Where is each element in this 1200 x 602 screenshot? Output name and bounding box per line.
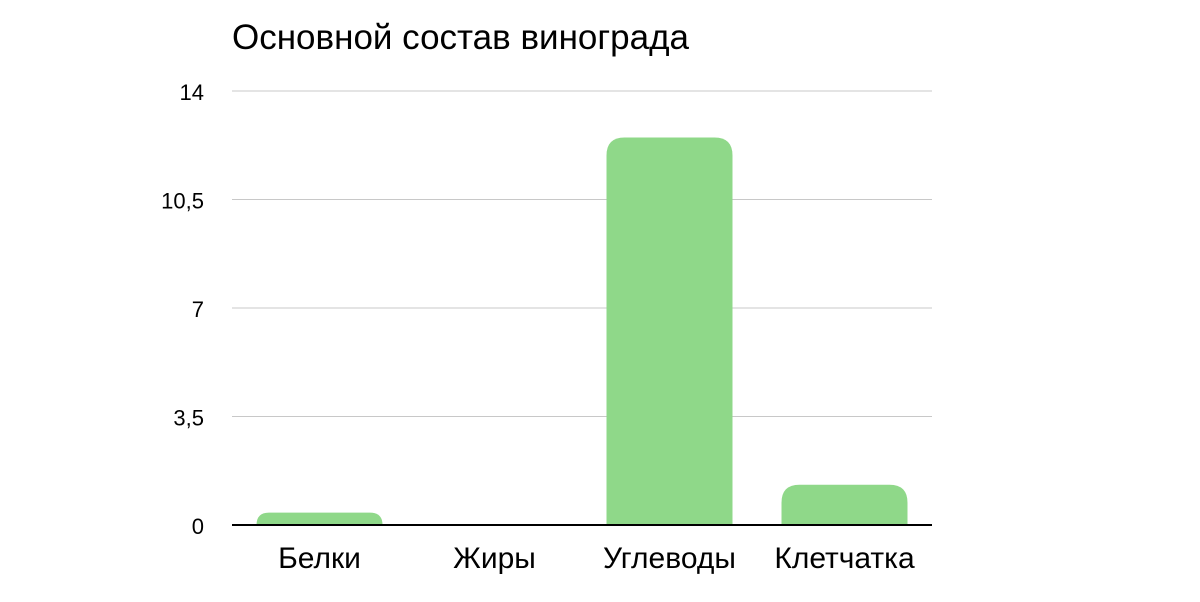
bar-0 (256, 512, 383, 525)
x-tick-label: Жиры (453, 542, 536, 575)
bars (256, 137, 908, 525)
grid-lines (232, 90, 932, 417)
y-tick-labels: 0 3,5 7 10,5 14 (161, 80, 204, 539)
x-tick-label: Клетчатка (774, 542, 915, 575)
y-tick-label: 14 (180, 80, 204, 105)
bar-3 (781, 484, 908, 525)
bar-2 (606, 137, 733, 525)
y-tick-label: 10,5 (161, 189, 204, 214)
x-tick-label: Белки (278, 542, 361, 575)
y-tick-label: 7 (192, 297, 204, 322)
chart-title: Основной состав винограда (232, 18, 689, 57)
x-tick-labels: Белки Жиры Углеводы Клетчатка (278, 542, 915, 575)
y-tick-label: 3,5 (173, 406, 204, 431)
y-tick-label: 0 (192, 514, 204, 539)
x-tick-label: Углеводы (603, 542, 736, 575)
